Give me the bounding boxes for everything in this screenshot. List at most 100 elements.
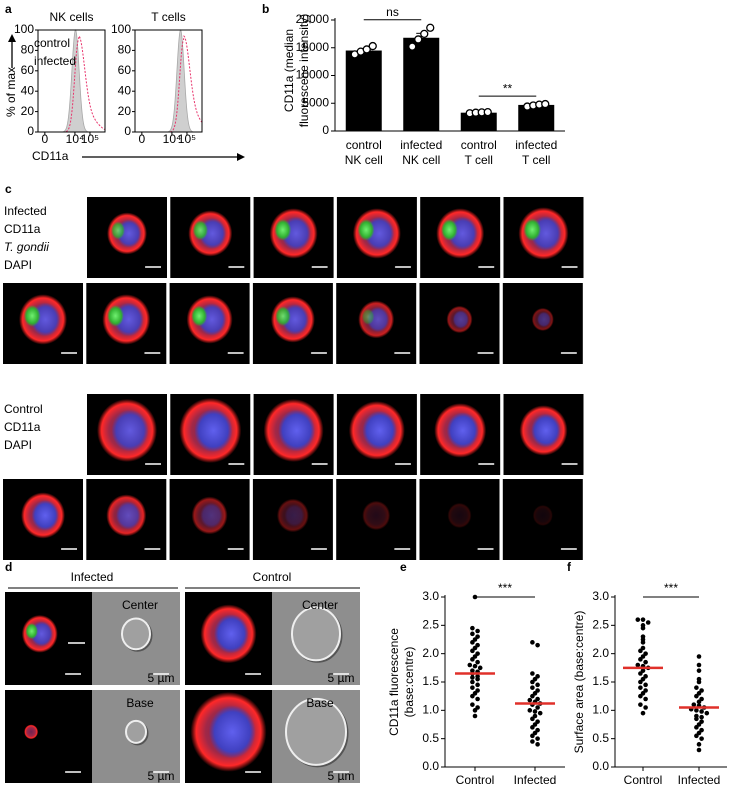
data-point	[694, 685, 699, 690]
data-point	[475, 676, 480, 682]
legend-entry: control	[34, 36, 70, 50]
scale-bar-label: 5 µm	[223, 461, 250, 475]
data-point	[535, 682, 540, 688]
y-tick-label: 20000	[296, 12, 330, 26]
significance-label: ***	[664, 581, 678, 595]
scale-bar-label: 5 µm	[60, 769, 87, 783]
scale-bar-label: 5 µm	[472, 350, 499, 364]
parasite-signal	[274, 219, 292, 241]
data-point	[527, 697, 533, 703]
scale-bar-label: 5 µm	[328, 769, 355, 783]
data-point	[470, 693, 475, 699]
data-point	[535, 642, 540, 648]
z-label: z=2.0µm	[340, 459, 387, 473]
data-point	[691, 702, 697, 707]
data-point	[699, 736, 704, 741]
z-label: z=2.0µm	[340, 262, 387, 276]
scale-bar-label: 5 µm	[556, 264, 583, 278]
panel-letter: c	[5, 182, 12, 196]
data-point	[635, 617, 641, 622]
chart-title: NK cells	[49, 10, 93, 24]
data-point	[638, 685, 643, 690]
significance-label: **	[503, 81, 513, 95]
data-point	[530, 725, 535, 730]
y-tick-label: 1.5	[422, 674, 439, 688]
z-label: z=5.5µm	[339, 348, 386, 362]
scale-bar-label: 5 µm	[240, 769, 267, 783]
data-point	[638, 671, 643, 676]
parasite-signal	[107, 305, 124, 327]
dic-cell	[285, 697, 347, 766]
y-tick-label: 60	[118, 63, 132, 77]
y-tick-label: 2.5	[422, 618, 439, 632]
y-axis-label: % of max	[4, 67, 18, 117]
data-point	[638, 679, 643, 685]
x-tick-label: NK cell	[345, 153, 383, 167]
parasite-signal	[191, 305, 208, 327]
data-point	[470, 657, 475, 662]
scale-bar-label: 5 µm	[139, 546, 166, 560]
data-point	[694, 693, 699, 699]
y-axis-label: CD11a fluorescence	[387, 628, 401, 736]
scale-bar-label: 5 µm	[389, 350, 416, 364]
data-point	[643, 659, 648, 665]
parasite-signal	[357, 219, 375, 241]
channel-label: Control	[4, 402, 43, 416]
scale-bar-label: 5 µm	[389, 264, 416, 278]
data-point	[530, 716, 535, 722]
y-tick-label: 2.5	[592, 618, 609, 632]
data-point	[475, 659, 480, 665]
dic-cell	[121, 617, 151, 651]
data-point	[535, 736, 540, 741]
scale-bar-label: 5 µm	[389, 546, 416, 560]
dapi-signal	[284, 504, 305, 527]
y-tick-label: 1.0	[592, 703, 609, 717]
y-tick-label: 15000	[296, 40, 330, 54]
scale-bar-label: 5 µm	[148, 671, 175, 685]
parasite-signal	[361, 308, 375, 325]
data-point	[527, 708, 533, 713]
cd11a-signal	[24, 724, 39, 740]
dapi-signal	[213, 614, 249, 654]
y-tick-label: 0	[124, 124, 131, 138]
dapi-signal	[446, 412, 479, 449]
data-point	[535, 742, 540, 747]
data-point	[530, 685, 535, 690]
chart-title: T cells	[151, 10, 185, 24]
data-point	[643, 705, 648, 710]
data-point	[470, 702, 475, 707]
data-point	[640, 617, 646, 622]
data-point	[532, 709, 538, 714]
data-point	[643, 696, 648, 702]
y-tick-label: 0.5	[592, 731, 609, 745]
channel-label: T. gondii	[4, 240, 49, 254]
data-point	[475, 696, 480, 702]
x-tick-label: control	[346, 138, 382, 152]
data-point	[696, 679, 702, 685]
data-point	[475, 682, 480, 688]
data-point	[694, 708, 699, 713]
x-tick-label: Infected	[514, 773, 557, 787]
data-point	[477, 665, 483, 671]
dapi-signal	[194, 408, 233, 453]
x-tick-label: control	[461, 138, 497, 152]
y-tick-label: 0.5	[422, 731, 439, 745]
dic-cell	[125, 719, 147, 744]
panel-letter: e	[400, 560, 407, 574]
z-label: z=5.5µm	[339, 544, 386, 558]
scale-bar-label: 5 µm	[555, 546, 582, 560]
parasite-signal	[523, 218, 541, 241]
x-arrow-head	[237, 153, 245, 161]
y-tick-label: 100	[14, 22, 34, 36]
x-tick-label: Infected	[678, 773, 721, 787]
channel-label: DAPI	[4, 438, 32, 452]
y-tick-label: 2.0	[422, 646, 439, 660]
scale-bar-label: 5 µm	[140, 461, 167, 475]
dapi-signal	[362, 410, 398, 451]
data-point	[696, 742, 702, 747]
data-point	[530, 640, 535, 645]
y-tick-label: 100	[111, 22, 131, 36]
data-point	[472, 663, 478, 669]
data-point	[696, 668, 702, 673]
y-tick-label: 20	[118, 104, 132, 118]
